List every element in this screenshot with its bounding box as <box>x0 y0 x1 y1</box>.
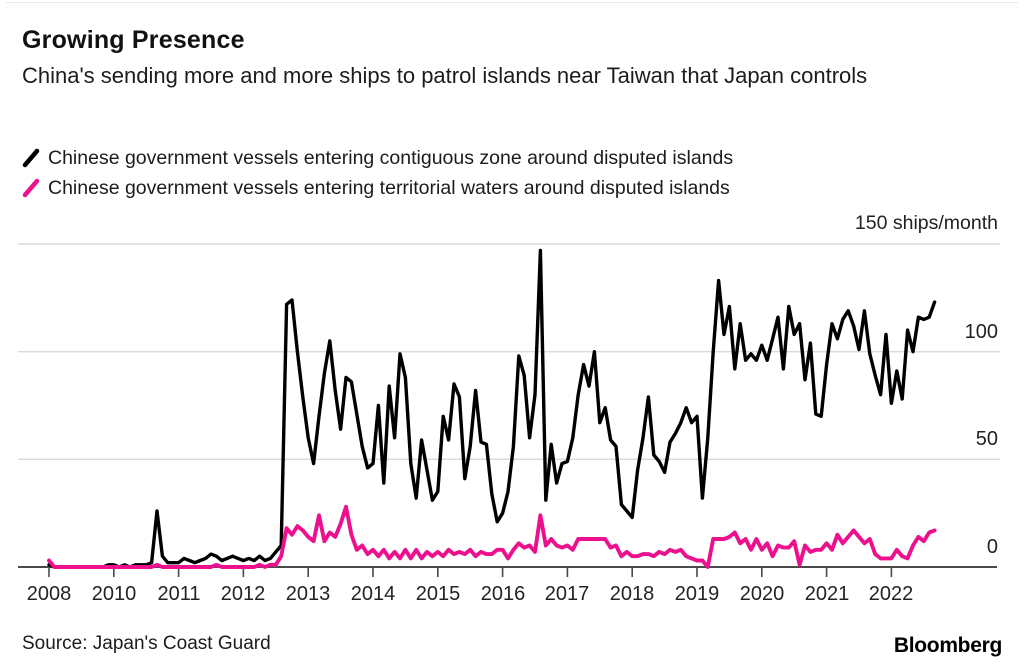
x-axis-label-2019: 2019 <box>674 583 720 605</box>
legend-label-contiguous-zone: Chinese government vessels entering cont… <box>48 146 734 169</box>
y-axis-unit-label: 150 ships/month <box>854 212 998 234</box>
y-axis-label-0: 0 <box>986 536 998 558</box>
legend-item-contiguous-zone: Chinese government vessels entering cont… <box>20 143 733 173</box>
x-axis-label-2013: 2013 <box>285 583 331 605</box>
chart-subtitle: China's sending more and more ships to p… <box>22 63 868 88</box>
x-axis-label-2012: 2012 <box>220 583 266 605</box>
territorial-waters-line <box>47 504 937 569</box>
x-axis-label-2011: 2011 <box>157 583 201 605</box>
x-axis-label-2008: 2008 <box>26 583 72 605</box>
y-axis-label-50: 50 <box>975 428 998 450</box>
pink-slash-icon <box>22 178 40 198</box>
chart-title: Growing Presence <box>22 26 245 54</box>
bloomberg-logo: Bloomberg <box>893 634 1002 657</box>
black-slash-icon <box>22 148 40 168</box>
x-axis-label-2010: 2010 <box>91 583 137 605</box>
x-axis-label-2015: 2015 <box>415 583 461 605</box>
x-axis-label-2022: 2022 <box>868 583 914 605</box>
source-note: Source: Japan's Coast Guard <box>22 633 271 654</box>
legend-item-territorial-waters: Chinese government vessels entering terr… <box>20 173 733 203</box>
legend-label-territorial-waters: Chinese government vessels entering terr… <box>48 176 730 199</box>
x-axis-label-2018: 2018 <box>609 583 655 605</box>
x-axis-label-2017: 2017 <box>544 583 590 605</box>
top-divider <box>6 2 1018 3</box>
legend: Chinese government vessels entering cont… <box>20 143 733 203</box>
x-axis-label-2020: 2020 <box>739 583 785 605</box>
contiguous-zone-line <box>47 248 937 569</box>
pink-slash-stroke <box>22 178 40 198</box>
x-axis-label-2014: 2014 <box>350 583 396 605</box>
y-axis-label-100: 100 <box>964 321 998 343</box>
x-axis-label-2016: 2016 <box>480 583 526 605</box>
x-axis-label-2021: 2021 <box>804 583 850 605</box>
black-slash-stroke <box>22 148 40 168</box>
